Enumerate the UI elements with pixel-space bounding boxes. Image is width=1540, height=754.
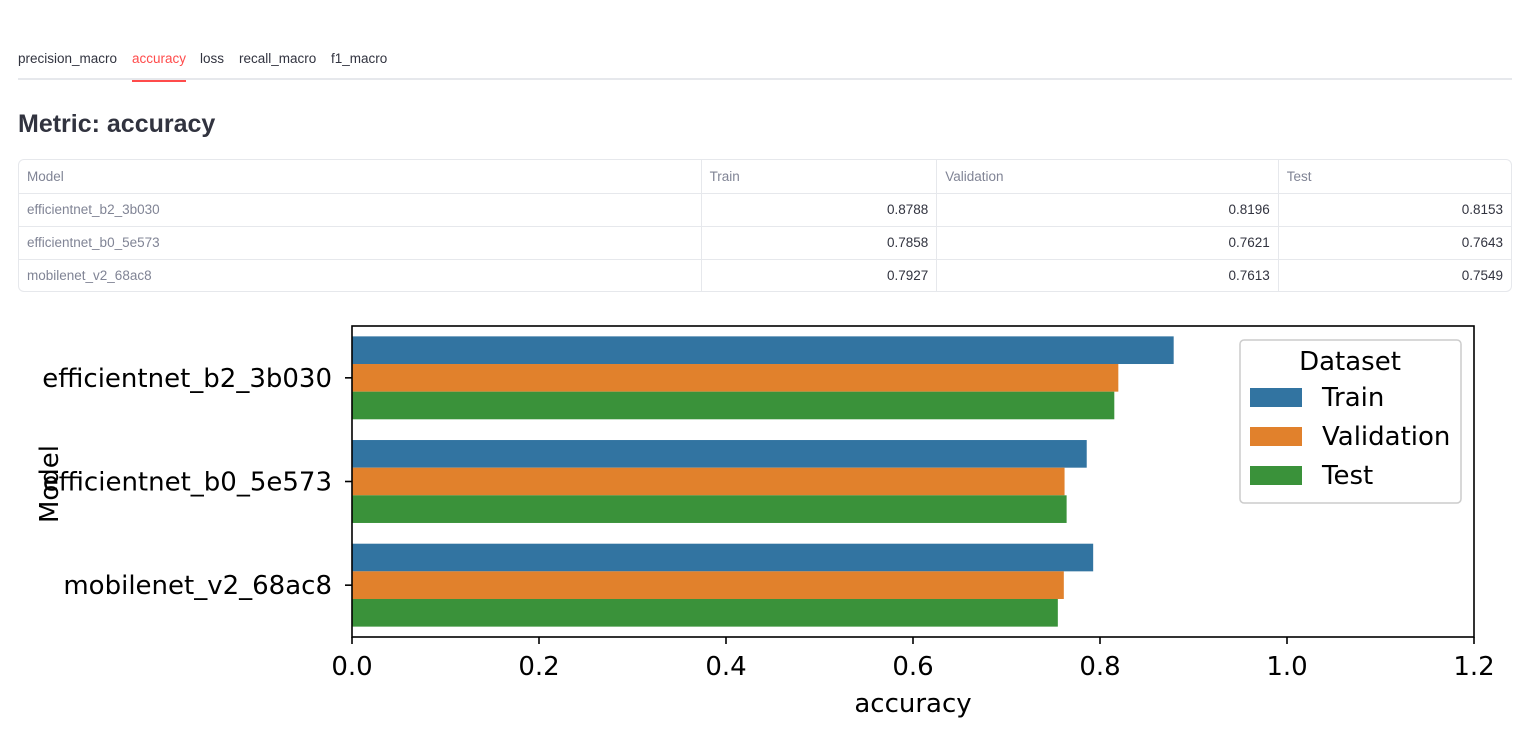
column-header-test[interactable]: Test (1278, 160, 1511, 194)
cell-model: efficientnet_b2_3b030 (19, 193, 702, 227)
cell-train: 0.8788 (701, 193, 938, 227)
bar-train (352, 543, 1094, 572)
legend-frame (1239, 339, 1462, 504)
bar-validation (352, 467, 1065, 496)
y-tick-label: efficientnet_b0_5e573 (43, 468, 332, 498)
column-header-model[interactable]: Model (19, 160, 702, 194)
legend: Dataset Train Validation Test (1239, 339, 1462, 504)
accuracy-bar-chart: efficientnet_b2_3b030 efficientnet_b0_5e5… (35, 325, 1495, 719)
page-title: Metric: accuracy (18, 110, 216, 138)
x-axis-ticks: 0.0 0.2 0.4 0.6 0.8 1.0 1.2 (331, 637, 1495, 682)
x-tick-label: 1.0 (1266, 652, 1307, 682)
tab-loss[interactable]: loss (200, 51, 225, 66)
bar-validation (352, 364, 1119, 392)
cell-validation: 0.8196 (936, 193, 1279, 227)
y-axis-ticks: efficientnet_b2_3b030 efficientnet_b0_5e5… (42, 364, 352, 601)
x-tick-label: 0.6 (892, 652, 933, 682)
bar-test (352, 598, 1058, 627)
x-axis-label: accuracy (854, 689, 971, 719)
metrics-table: Model Train Validation Test efficientnet… (18, 159, 1512, 292)
table-row: mobilenet_v2_68ac8 0.7927 0.7613 0.7549 (19, 259, 1511, 291)
legend-swatch-test (1250, 466, 1302, 485)
cell-test: 0.7549 (1461, 268, 1503, 284)
x-tick-label: 0.4 (705, 652, 746, 682)
legend-swatch-train (1250, 388, 1302, 407)
tab-precision-macro[interactable]: precision_macro (18, 51, 118, 66)
legend-title: Dataset (1299, 347, 1401, 377)
cell-train: 0.7927 (701, 259, 938, 291)
bar-test (352, 391, 1115, 420)
column-header-validation[interactable]: Validation (936, 160, 1279, 194)
cell-train: 0.7858 (701, 226, 938, 260)
cell-model: mobilenet_v2_68ac8 (19, 259, 702, 291)
legend-swatch-validation (1250, 427, 1302, 446)
y-tick-label: efficientnet_b2_3b030 (42, 364, 332, 394)
bar-validation (352, 571, 1064, 599)
table-row: efficientnet_b0_5e573 0.7858 0.7621 0.76… (19, 226, 1511, 260)
y-axis-label: Model (35, 445, 65, 523)
column-header-train[interactable]: Train (701, 160, 938, 194)
y-tick-label: mobilenet_v2_68ac8 (63, 571, 332, 601)
x-tick-label: 0.8 (1079, 652, 1120, 682)
bar-test (352, 495, 1067, 523)
cell-test: 0.7643 (1278, 226, 1511, 260)
cell-validation: 0.7613 (936, 259, 1279, 291)
cell-test: 0.8153 (1278, 193, 1511, 227)
x-tick-label: 1.2 (1453, 652, 1494, 682)
bar-group (352, 336, 1174, 627)
tab-recall-macro[interactable]: recall_macro (239, 51, 317, 66)
cell-model: efficientnet_b0_5e573 (19, 226, 702, 260)
legend-label-validation: Validation (1322, 422, 1450, 452)
legend-label-train: Train (1321, 383, 1384, 413)
bar-train (352, 336, 1174, 365)
bar-train (352, 440, 1087, 468)
metric-tabs: precision_macro accuracy loss recall_mac… (18, 46, 1512, 82)
cell-validation: 0.7621 (936, 226, 1279, 260)
table-header-row: Model Train Validation Test (19, 160, 1511, 194)
tab-accuracy[interactable]: accuracy (132, 46, 187, 82)
legend-label-test: Test (1321, 461, 1373, 491)
x-tick-label: 0.0 (331, 652, 372, 682)
tab-f1-macro[interactable]: f1_macro (331, 51, 388, 66)
table-row: efficientnet_b2_3b030 0.8788 0.8196 0.81… (19, 193, 1511, 227)
x-tick-label: 0.2 (518, 652, 559, 682)
